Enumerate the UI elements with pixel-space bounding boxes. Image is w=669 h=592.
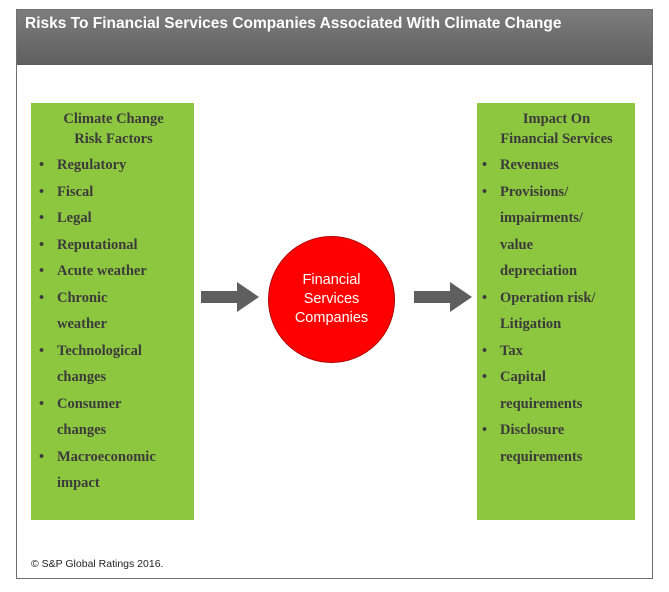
list-item-text: changes	[57, 369, 107, 385]
list-item: • Tax	[480, 338, 633, 365]
impact-title-line1: Impact On	[522, 111, 591, 127]
financial-services-circle: Financial Services Companies	[268, 236, 395, 363]
list-item: • Reputational	[37, 232, 190, 259]
bullet-icon: •	[39, 263, 45, 279]
list-item-text: Capital	[500, 369, 546, 385]
list-item-text: Consumer	[57, 395, 122, 412]
bullet-icon: •	[482, 289, 488, 306]
arrow-right-icon	[414, 282, 472, 312]
bullet-icon: •	[39, 236, 45, 253]
list-item-text: changes	[57, 422, 107, 438]
circle-label-line1: Financial	[302, 272, 361, 288]
list-item: • Disclosure requirements	[480, 417, 633, 470]
list-item-text: weather	[57, 316, 107, 332]
list-item-text: Reputational	[57, 236, 138, 253]
list-item-text: Regulatory	[57, 157, 127, 173]
list-item-text: Legal	[57, 210, 92, 226]
diagram-frame: Risks To Financial Services Companies As…	[16, 9, 653, 579]
impact-title-line2: Financial Services	[500, 131, 613, 147]
risk-factors-title-line2: Risk Factors	[74, 131, 153, 147]
bullet-icon: •	[482, 342, 488, 359]
list-item: • Capital requirements	[480, 364, 633, 417]
list-item: • Fiscal	[37, 179, 190, 206]
risk-factors-title: Climate Change Risk Factors	[37, 109, 190, 149]
list-item: • Operation risk/Litigation	[480, 285, 633, 338]
list-item-text: Disclosure	[500, 422, 565, 438]
bullet-icon: •	[482, 422, 488, 438]
impact-list: • Revenues • Provisions/impairments/value d…	[480, 152, 633, 470]
list-item-text: Chronic	[57, 289, 108, 306]
impact-title: Impact On Financial Services	[480, 109, 633, 149]
page-title: Risks To Financial Services Companies As…	[25, 15, 562, 32]
list-item: • Regulatory	[37, 152, 190, 179]
bullet-icon: •	[39, 395, 45, 412]
bullet-icon: •	[39, 448, 45, 465]
list-item-text: depreciation	[500, 263, 578, 279]
risk-factors-list: • Regulatory • Fiscal • Legal • Reputational…	[37, 152, 190, 497]
list-item-text: Macroeconomic	[57, 448, 156, 465]
list-item-text: Fiscal	[57, 183, 94, 200]
bullet-icon: •	[482, 157, 488, 173]
list-item-text: impact	[57, 475, 100, 491]
circle-label-line3: Companies	[294, 310, 369, 326]
list-item-text: Revenues	[500, 157, 559, 173]
list-item-text: Technological	[57, 342, 142, 359]
bullet-icon: •	[482, 369, 488, 385]
list-item: • Chronic weather	[37, 285, 190, 338]
list-item-text: requirements	[500, 448, 583, 465]
impact-box: Impact On Financial Services • Revenues •…	[477, 103, 635, 520]
circle-label-line2: Services	[303, 291, 360, 307]
bullet-icon: •	[39, 210, 45, 226]
circle-label: Financial Services Companies	[282, 271, 382, 328]
list-item-text: Acute weather	[57, 263, 147, 279]
bullet-icon: •	[39, 289, 45, 306]
list-item-text: Tax	[500, 342, 523, 359]
list-item: • Technological changes	[37, 338, 190, 391]
list-item: • Macroeconomic impact	[37, 444, 190, 497]
list-item-text: Provisions/	[500, 183, 569, 200]
bullet-icon: •	[482, 183, 488, 200]
list-item: • Revenues	[480, 152, 633, 179]
bullet-icon: •	[39, 157, 45, 173]
list-item-text: impairments/	[500, 210, 583, 226]
list-item-text: requirements	[500, 395, 583, 412]
list-item: • Provisions/impairments/value depreciatio…	[480, 179, 633, 285]
list-item-text: Operation risk/	[500, 289, 596, 306]
bullet-icon: •	[39, 183, 45, 200]
copyright-note: © S&P Global Ratings 2016.	[31, 558, 164, 570]
risk-factors-box: Climate Change Risk Factors • Regulatory …	[31, 103, 194, 520]
arrow-right-icon	[201, 282, 259, 312]
list-item: • Legal	[37, 205, 190, 232]
risk-factors-title-line1: Climate Change	[63, 111, 164, 127]
header-bar: Risks To Financial Services Companies As…	[17, 10, 652, 65]
bullet-icon: •	[39, 342, 45, 359]
list-item: • Consumer changes	[37, 391, 190, 444]
list-item-text: value	[500, 236, 534, 253]
list-item: • Acute weather	[37, 258, 190, 285]
list-item-text: Litigation	[500, 316, 562, 332]
